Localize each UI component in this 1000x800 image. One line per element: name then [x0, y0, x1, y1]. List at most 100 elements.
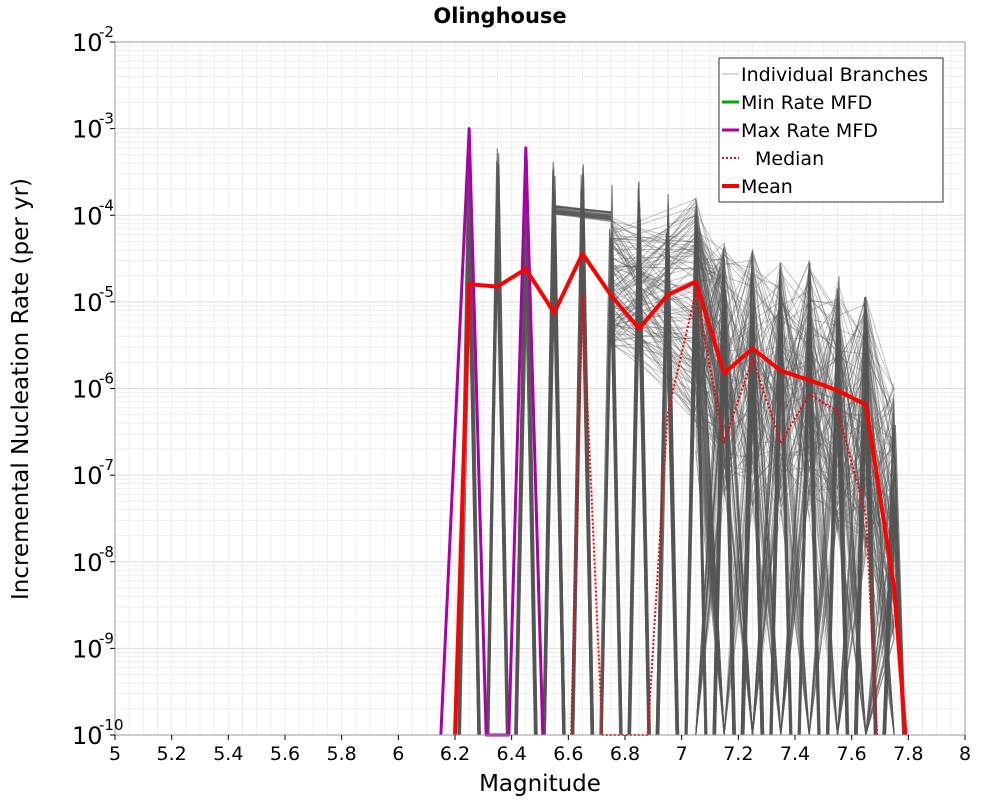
y-tick-base: 10 [72, 202, 103, 230]
branch-line [695, 382, 895, 736]
x-axis-label: Magnitude [479, 771, 601, 797]
branch-line [610, 300, 725, 736]
branch-line [610, 219, 725, 321]
branch-line [610, 269, 725, 392]
branch-line [695, 298, 895, 736]
x-tick-label: 7.8 [893, 743, 923, 765]
branch-line [828, 276, 850, 736]
branch-line [695, 273, 895, 453]
branch-line [610, 341, 725, 422]
branch-line [610, 230, 725, 736]
branch-line [695, 383, 895, 736]
branch-line [695, 323, 895, 736]
branch-line [695, 302, 895, 736]
branch-line [695, 302, 895, 736]
branch-line [610, 266, 725, 345]
branch-line [610, 227, 725, 736]
branch-line [610, 302, 725, 372]
branch-line [695, 310, 895, 736]
branch-line [695, 272, 895, 634]
branch-line [610, 237, 725, 736]
branch-line [610, 246, 725, 371]
branch-line [610, 227, 725, 297]
branch-line [610, 250, 725, 330]
branch-line [695, 327, 895, 736]
branch-line [771, 310, 792, 736]
branch-line [610, 248, 725, 418]
branch-line [610, 238, 725, 289]
branch-line [685, 270, 707, 736]
branch-line [695, 248, 895, 736]
branch-line [571, 224, 593, 736]
branch-line [610, 343, 725, 736]
x-tick-label: 8 [959, 743, 971, 765]
branch-line [610, 256, 725, 329]
branch-line [610, 268, 725, 411]
branch-line [600, 290, 622, 736]
branch-line [695, 310, 895, 736]
branch-line [695, 262, 895, 736]
branch-line [695, 250, 895, 543]
branch-line [610, 241, 725, 349]
branch-line [610, 235, 725, 325]
branch-line [610, 330, 725, 449]
branch-line [695, 259, 895, 736]
branch-line [610, 196, 725, 736]
branch-line [695, 218, 895, 736]
branch-line [695, 283, 895, 531]
legend-label: Individual Branches [741, 64, 928, 86]
branch-line [610, 313, 725, 380]
branch-line [695, 357, 895, 736]
branch-line [695, 274, 895, 736]
branch-line [610, 214, 725, 451]
branch-line [610, 243, 725, 326]
branch-line [695, 268, 895, 493]
branch-line [695, 266, 895, 736]
branch-line [610, 206, 725, 736]
branch-line [695, 264, 895, 736]
branch-line [695, 231, 895, 511]
y-tick-exponent: -5 [99, 283, 114, 301]
branch-line [695, 267, 895, 605]
x-tick-label: 5 [109, 743, 121, 765]
branch-line [610, 333, 725, 402]
y-tick-exponent: -9 [99, 629, 114, 647]
branch-line [610, 288, 725, 736]
branch-line [695, 261, 895, 736]
branch-line [695, 286, 895, 736]
branch-line [695, 199, 895, 736]
branch-line [610, 235, 725, 736]
branch-line [695, 246, 895, 736]
branch-line [695, 299, 895, 487]
branch-line [695, 265, 895, 736]
branch-line [695, 298, 895, 736]
branch-line [695, 241, 895, 555]
branch-line [695, 310, 895, 630]
branch-line [695, 306, 895, 736]
branch-line [695, 367, 895, 736]
branch-line [695, 253, 895, 736]
branch-line [554, 213, 611, 219]
branch-line [695, 288, 895, 736]
branch-line [826, 362, 848, 736]
branch-line [695, 253, 895, 736]
branch-line [610, 304, 725, 736]
y-tick-exponent: -2 [99, 23, 114, 41]
branch-line [610, 327, 725, 367]
branch-line [554, 205, 611, 214]
branch-line [695, 320, 895, 736]
branch-line [695, 258, 895, 736]
branch-line [554, 213, 611, 223]
branch-line [695, 257, 895, 736]
branch-line [695, 239, 895, 736]
branch-line [884, 424, 906, 736]
branch-line [695, 326, 895, 736]
y-tick-exponent: -8 [99, 543, 114, 561]
series-mean [453, 251, 908, 736]
branch-line [610, 261, 725, 412]
branch-line [695, 316, 895, 736]
branch-line [695, 219, 895, 736]
branch-line [695, 269, 895, 736]
